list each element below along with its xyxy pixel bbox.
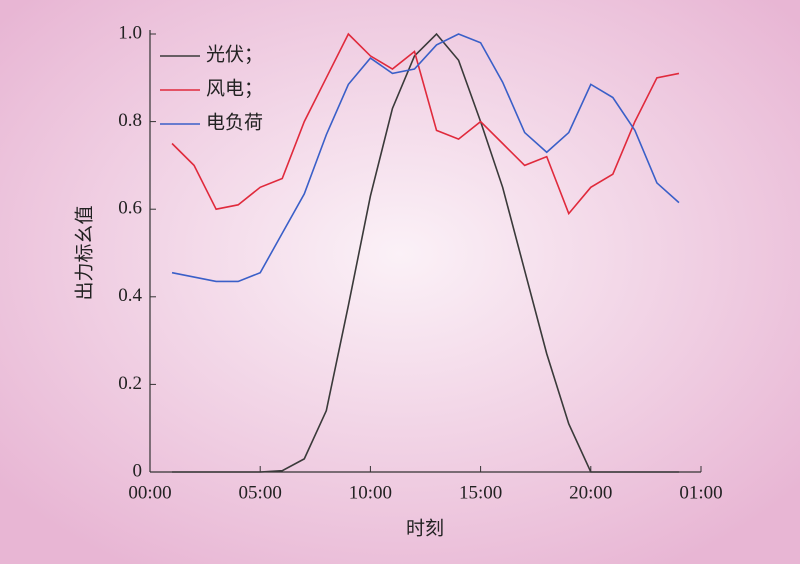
line-series [172, 32, 679, 473]
legend-label: 光伏； [206, 43, 263, 65]
line-series [171, 32, 680, 216]
y-tick-label: 0.6 [118, 198, 142, 219]
y-tick-label: 0.4 [118, 285, 142, 306]
x-tick-label: 15:00 [459, 482, 502, 503]
legend-label: 风电； [206, 77, 263, 99]
y-axis-label: 出力标幺值 [73, 205, 95, 300]
x-axis-label: 时刻 [406, 517, 444, 539]
x-tick-label: 01:00 [679, 482, 722, 503]
y-tick-label: 1.0 [118, 22, 142, 43]
y-tick-label: 0.8 [118, 110, 142, 131]
line-series [171, 33, 680, 283]
legend-label: 电负荷 [206, 111, 263, 133]
x-tick-label: 00:00 [128, 482, 171, 503]
x-tick-label: 10:00 [349, 482, 392, 503]
x-tick-label: 05:00 [239, 482, 282, 503]
y-tick-label: 0 [133, 460, 143, 481]
y-tick-label: 0.2 [118, 373, 142, 394]
x-tick-label: 20:00 [569, 482, 612, 503]
